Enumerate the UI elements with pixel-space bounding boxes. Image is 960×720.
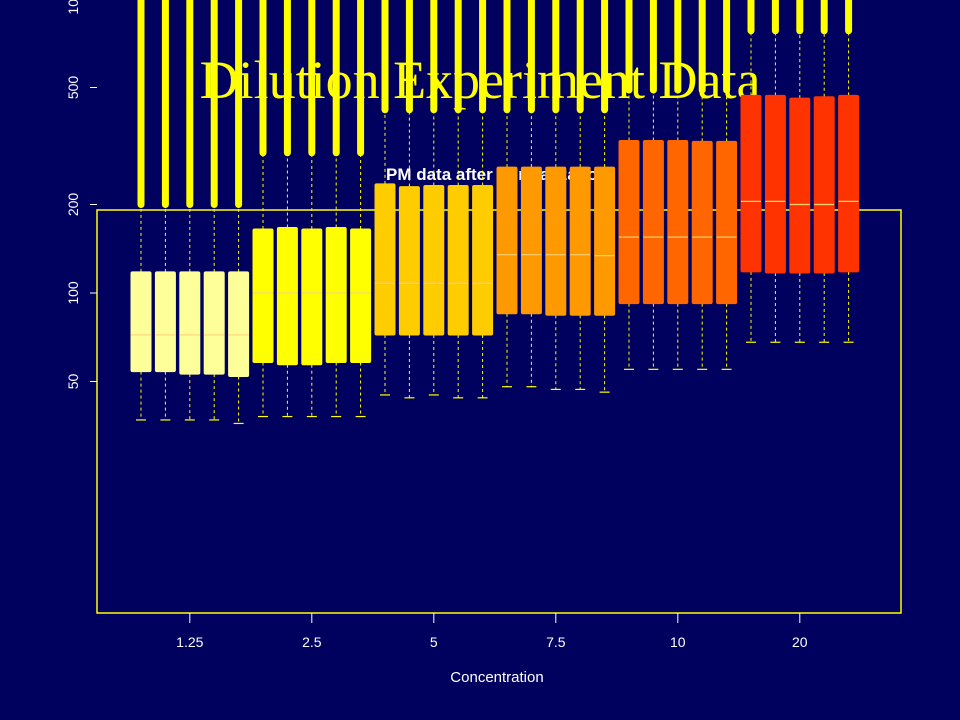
box-body bbox=[472, 185, 494, 336]
box-21 bbox=[618, 0, 640, 370]
box-13 bbox=[423, 0, 445, 396]
box-body bbox=[374, 183, 396, 336]
box-body bbox=[764, 94, 786, 274]
y-tick-label: 1000 bbox=[65, 0, 81, 15]
x-tick-label: 10 bbox=[670, 634, 686, 650]
box-27 bbox=[764, 0, 786, 343]
box-series bbox=[130, 0, 860, 425]
box-body bbox=[520, 166, 542, 315]
box-body bbox=[496, 166, 518, 315]
box-30 bbox=[838, 0, 860, 343]
box-body bbox=[740, 94, 762, 273]
box-8 bbox=[301, 0, 323, 418]
box-10 bbox=[350, 0, 372, 418]
x-tick-label: 7.5 bbox=[546, 634, 566, 650]
box-25 bbox=[716, 0, 738, 370]
box-14 bbox=[447, 0, 469, 399]
y-tick-label: 50 bbox=[65, 374, 81, 390]
box-19 bbox=[569, 0, 591, 391]
box-body bbox=[423, 185, 445, 336]
x-axis: 1.25 2.5 5 7.5 10 20 bbox=[176, 613, 808, 650]
box-2 bbox=[154, 0, 176, 421]
box-body bbox=[447, 185, 469, 336]
y-tick-label: 100 bbox=[65, 281, 81, 305]
box-7 bbox=[276, 0, 298, 418]
box-body bbox=[398, 186, 420, 336]
box-body bbox=[594, 166, 616, 316]
box-body bbox=[667, 140, 689, 305]
box-body bbox=[130, 271, 152, 373]
box-11 bbox=[374, 0, 396, 396]
box-29 bbox=[813, 0, 835, 343]
y-axis: 5010020050010005000 bbox=[65, 0, 97, 389]
box-1 bbox=[130, 0, 152, 421]
box-body bbox=[569, 166, 591, 316]
y-tick-label: 500 bbox=[65, 76, 81, 100]
box-6 bbox=[252, 0, 274, 418]
box-26 bbox=[740, 0, 762, 343]
box-body bbox=[350, 228, 372, 364]
x-tick-label: 2.5 bbox=[302, 634, 322, 650]
box-body bbox=[325, 227, 347, 364]
box-body bbox=[716, 140, 738, 305]
x-tick-label: 1.25 bbox=[176, 634, 203, 650]
box-body bbox=[301, 228, 323, 366]
box-15 bbox=[472, 0, 494, 399]
box-body bbox=[154, 271, 176, 373]
box-body bbox=[252, 228, 274, 364]
box-20 bbox=[594, 0, 616, 393]
box-body bbox=[691, 140, 713, 305]
box-5 bbox=[228, 0, 250, 425]
box-3 bbox=[179, 0, 201, 421]
box-4 bbox=[203, 0, 225, 421]
box-body bbox=[813, 96, 835, 274]
box-body bbox=[203, 271, 225, 375]
y-tick-label: 200 bbox=[65, 193, 81, 217]
box-16 bbox=[496, 0, 518, 388]
box-body bbox=[179, 271, 201, 375]
box-17 bbox=[520, 0, 542, 388]
box-body bbox=[838, 94, 860, 273]
box-23 bbox=[667, 0, 689, 370]
box-body bbox=[789, 97, 811, 274]
x-tick-label: 20 bbox=[792, 634, 808, 650]
box-body bbox=[228, 271, 250, 377]
box-9 bbox=[325, 0, 347, 418]
box-body bbox=[642, 140, 664, 305]
box-12 bbox=[398, 0, 420, 399]
box-24 bbox=[691, 0, 713, 370]
box-28 bbox=[789, 0, 811, 343]
x-axis-label: Concentration bbox=[450, 669, 543, 686]
x-tick-label: 5 bbox=[430, 634, 438, 650]
box-22 bbox=[642, 0, 664, 370]
box-body bbox=[545, 166, 567, 316]
box-body bbox=[618, 140, 640, 305]
box-18 bbox=[545, 0, 567, 391]
box-body bbox=[276, 227, 298, 366]
